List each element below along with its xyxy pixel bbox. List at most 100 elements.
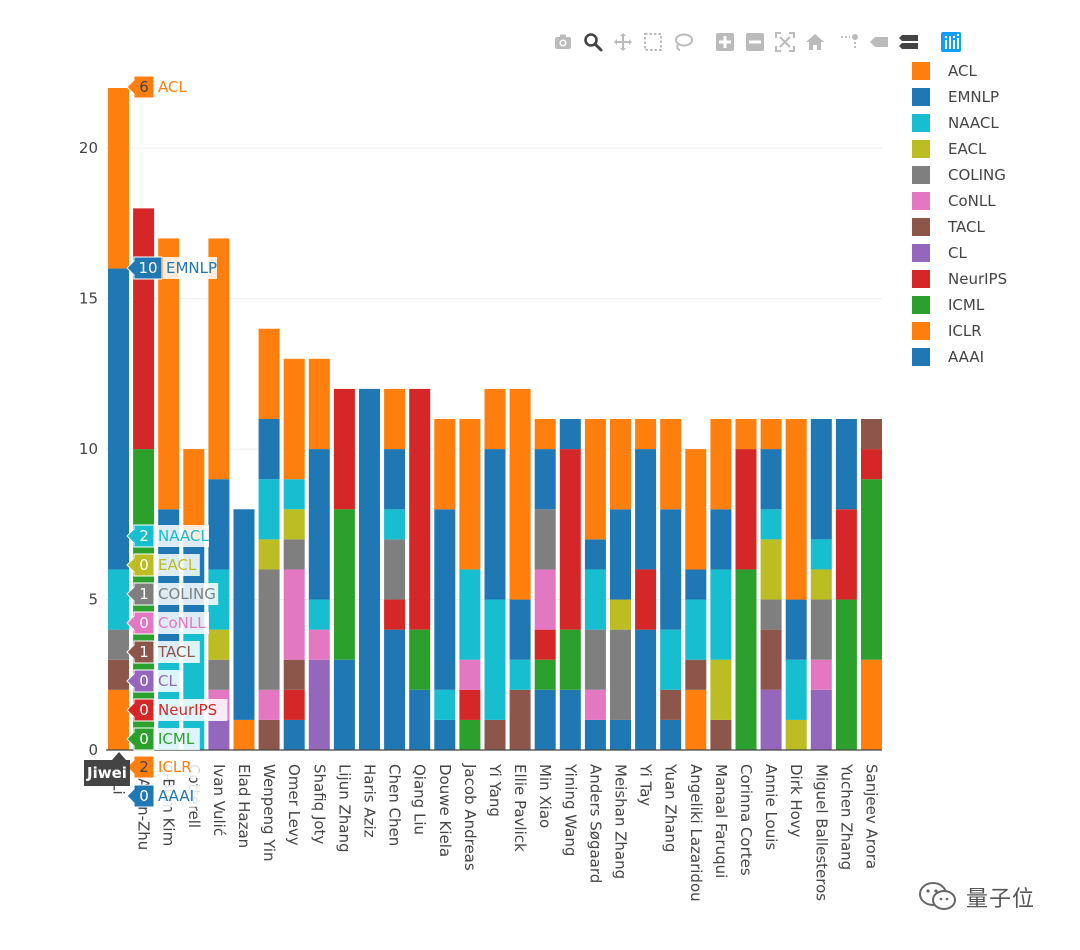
bar-segment-naacl[interactable]: Wenpeng Yin · NAACL: 2 — [258, 479, 280, 540]
bar-segment-neurips[interactable]: Jacob Andreas · NeurIPS: 1 — [459, 689, 481, 720]
bar-segment-acl[interactable]: Min Xiao · ACL: 1 — [534, 419, 556, 450]
bar-segment-acl[interactable]: Chen Chen · ACL: 2 — [384, 388, 406, 450]
legend-item-emnlp[interactable]: EMNLP — [912, 84, 1007, 110]
zoom-out-icon[interactable] — [742, 29, 768, 55]
bar-stack[interactable]: Yining Wang · AAAI: 2Yining Wang · ICML:… — [559, 419, 581, 750]
bar-stack[interactable]: Elad Hazan · ICLR: 1Elad Hazan · EMNLP: … — [233, 509, 255, 750]
camera-icon[interactable] — [550, 29, 576, 55]
bar-segment-naacl[interactable]: Annie Louis · NAACL: 1 — [760, 509, 782, 540]
bar-segment-acl[interactable]: Jacob Andreas · ACL: 5 — [459, 419, 481, 570]
pan-icon[interactable] — [610, 29, 636, 55]
bar-segment-coling[interactable]: Annie Louis · COLING: 1 — [760, 599, 782, 630]
bar-segment-tacl[interactable]: Annie Louis · TACL: 2 — [760, 629, 782, 690]
bar-segment-naacl[interactable]: Yi Yang · NAACL: 4 — [484, 599, 506, 720]
bar-segment-neurips[interactable]: Qiang Liu · NeurIPS: 8 — [409, 388, 431, 630]
bar-segment-tacl[interactable]: Manaal Faruqui · TACL: 1 — [710, 719, 732, 750]
bar-segment-eacl[interactable]: Ivan Vulić · EACL: 1 — [208, 629, 230, 660]
bar-stack[interactable]: Chen Chen · AAAI: 4Chen Chen · NeurIPS: … — [384, 388, 406, 750]
zoom-in-icon[interactable] — [712, 29, 738, 55]
bar-segment-neurips[interactable]: Chen Chen · NeurIPS: 1 — [384, 599, 406, 630]
bar-segment-acl[interactable]: Yi Yang · ACL: 2 — [484, 388, 506, 450]
bar-stack[interactable]: Angeliki Lazaridou · ICLR: 2Angeliki Laz… — [685, 449, 707, 750]
bar-stack[interactable]: Zeyuan Allen-Zhu · ICML: 10Zeyuan Allen-… — [133, 208, 155, 750]
bar-segment-emnlp[interactable]: Ellie Pavlick · EMNLP: 2 — [509, 599, 531, 660]
bar-segment-tacl[interactable]: Ellie Pavlick · TACL: 2 — [509, 689, 531, 750]
bar-segment-aaai[interactable]: Douwe Kiela · AAAI: 1 — [434, 719, 456, 750]
bar-segment-coling[interactable]: Omer Levy · COLING: 1 — [283, 539, 305, 570]
reset-axes-icon[interactable] — [802, 29, 828, 55]
bar-segment-cl[interactable]: Annie Louis · CL: 2 — [760, 689, 782, 750]
bar-segment-acl[interactable]: Angeliki Lazaridou · ACL: 4 — [685, 449, 707, 570]
legend-item-naacl[interactable]: NAACL — [912, 110, 1007, 136]
bar-segment-aaai[interactable]: Anders Søgaard · AAAI: 1 — [584, 719, 606, 750]
bar-segment-emnlp[interactable]: Chen Chen · EMNLP: 2 — [384, 449, 406, 510]
bar-stack[interactable]: Haris Aziz · AAAI: 12 — [359, 388, 380, 750]
bar-stack[interactable]: Jiwei Li · ICLR: 2Jiwei Li · TACL: 1Jiwe… — [108, 88, 129, 750]
bar-stack[interactable]: Ellie Pavlick · TACL: 2Ellie Pavlick · N… — [509, 388, 531, 750]
bar-segment-acl[interactable]: Wenpeng Yin · ACL: 3 — [258, 328, 280, 419]
bar-segment-emnlp[interactable]: Min Xiao · EMNLP: 2 — [534, 449, 556, 510]
bar-segment-conll[interactable]: Wenpeng Yin · CoNLL: 1 — [258, 689, 280, 720]
bar-segment-icml[interactable]: Qiang Liu · ICML: 2 — [409, 629, 431, 690]
bar-segment-conll[interactable]: Miguel Ballesteros · CoNLL: 1 — [810, 659, 832, 690]
bar-segment-icml[interactable]: Yuchen Zhang · ICML: 5 — [835, 599, 857, 750]
bar-segment-neurips[interactable]: Yuchen Zhang · NeurIPS: 3 — [835, 509, 857, 600]
bar-segment-aaai[interactable]: Min Xiao · AAAI: 2 — [534, 689, 556, 750]
bar-stack[interactable]: Jacob Andreas · ICML: 1Jacob Andreas · N… — [459, 419, 481, 750]
bar-segment-emnlp[interactable]: Jiwei Li · EMNLP: 10 — [108, 268, 129, 570]
bar-segment-naacl[interactable]: Manaal Faruqui · NAACL: 3 — [710, 569, 732, 660]
bar-segment-neurips[interactable]: Corinna Cortes · NeurIPS: 4 — [735, 449, 757, 570]
bar-stack[interactable]: Omer Levy · AAAI: 1Omer Levy · NeurIPS: … — [283, 358, 305, 750]
bar-segment-acl[interactable]: Meishan Zhang · ACL: 3 — [610, 419, 631, 510]
bar-segment-tacl[interactable]: Sanjeev Arora · TACL: 1 — [861, 419, 882, 450]
bar-segment-iclr[interactable]: Sanjeev Arora · ICLR: 3 — [861, 659, 882, 750]
bar-segment-eacl[interactable]: Wenpeng Yin · EACL: 1 — [258, 539, 280, 570]
zoom-icon[interactable] — [580, 29, 606, 55]
plotly-logo-icon[interactable] — [938, 29, 964, 55]
autoscale-icon[interactable] — [772, 29, 798, 55]
toggle-spikelines-icon[interactable] — [836, 29, 862, 55]
bar-segment-acl[interactable]: Jiwei Li · ACL: 6 — [108, 88, 129, 269]
bar-segment-acl[interactable]: Corinna Cortes · ACL: 1 — [735, 419, 757, 450]
bar-stack[interactable]: Yuchen Zhang · ICML: 5Yuchen Zhang · Neu… — [835, 419, 857, 750]
bar-segment-emnlp[interactable]: Shafiq Joty · EMNLP: 5 — [308, 449, 330, 600]
bar-segment-naacl[interactable]: Jiwei Li · NAACL: 2 — [108, 569, 129, 630]
bar-segment-acl[interactable]: Dirk Hovy · ACL: 6 — [785, 419, 807, 600]
bar-segment-naacl[interactable]: Angeliki Lazaridou · NAACL: 2 — [685, 599, 707, 660]
bar-segment-acl[interactable]: Shafiq Joty · ACL: 3 — [308, 358, 330, 450]
bar-segment-eacl[interactable]: Meishan Zhang · EACL: 1 — [610, 599, 631, 630]
bar-segment-emnlp[interactable]: Elad Hazan · EMNLP: 7 — [233, 509, 255, 720]
bar-segment-iclr[interactable]: Angeliki Lazaridou · ICLR: 2 — [685, 689, 707, 750]
bar-segment-neurips[interactable]: Zeyuan Allen-Zhu · NeurIPS: 8 — [133, 208, 155, 450]
bar-segment-emnlp[interactable]: Dirk Hovy · EMNLP: 2 — [785, 599, 807, 660]
bar-segment-icml[interactable]: Lijun Zhang · ICML: 5 — [333, 509, 355, 660]
bar-segment-tacl[interactable]: Yi Yang · TACL: 1 — [484, 719, 506, 750]
bar-stack[interactable]: Yuan Zhang · AAAI: 1Yuan Zhang · TACL: 1… — [660, 419, 682, 750]
bar-segment-tacl[interactable]: Angeliki Lazaridou · TACL: 1 — [685, 659, 707, 690]
bar-segment-coling[interactable]: Min Xiao · COLING: 2 — [534, 509, 556, 570]
bar-segment-emnlp[interactable]: Yuan Zhang · EMNLP: 4 — [660, 509, 682, 630]
bar-segment-emnlp[interactable]: Angeliki Lazaridou · EMNLP: 1 — [685, 569, 707, 600]
bar-segment-coling[interactable]: Jiwei Li · COLING: 1 — [108, 629, 129, 660]
bar-segment-naacl[interactable]: Shafiq Joty · NAACL: 1 — [308, 599, 330, 630]
bar-segment-tacl[interactable]: Jiwei Li · TACL: 1 — [108, 659, 129, 690]
bar-segment-aaai[interactable]: Yining Wang · AAAI: 2 — [559, 689, 581, 750]
bar-segment-conll[interactable]: Omer Levy · CoNLL: 3 — [283, 569, 305, 660]
bar-stack[interactable]: Manaal Faruqui · TACL: 1 Manaal Faruqui ·… — [710, 419, 732, 750]
bar-segment-conll[interactable]: Min Xiao · CoNLL: 2 — [534, 569, 556, 630]
legend-item-iclr[interactable]: ICLR — [912, 318, 1007, 344]
bar-segment-emnlp[interactable]: Douwe Kiela · EMNLP: 6 — [434, 509, 456, 690]
bar-segment-emnlp[interactable]: Miguel Ballesteros · EMNLP: 4 — [810, 419, 832, 540]
bar-segment-aaai[interactable]: Omer Levy · AAAI: 1 — [283, 719, 305, 750]
legend-item-cl[interactable]: CL — [912, 240, 1007, 266]
bar-segment-iclr[interactable]: Jiwei Li · ICLR: 2 — [108, 689, 129, 750]
bar-segment-eacl[interactable]: Omer Levy · EACL: 1 — [283, 509, 305, 540]
bar-stack[interactable]: Sanjeev Arora · ICLR: 3Sanjeev Arora · I… — [861, 419, 882, 750]
bar-segment-aaai[interactable]: Haris Aziz · AAAI: 12 — [359, 388, 380, 750]
bar-segment-icml[interactable]: Min Xiao · ICML: 1 — [534, 659, 556, 690]
bar-segment-aaai[interactable]: Lijun Zhang · AAAI: 3 — [333, 659, 355, 750]
bar-stack[interactable]: Min Xiao · AAAI: 2Min Xiao · ICML: 1 Min … — [534, 419, 556, 750]
bar-segment-icml[interactable]: Jacob Andreas · ICML: 1 — [459, 719, 481, 750]
bar-segment-emnlp[interactable]: Wenpeng Yin · EMNLP: 2 — [258, 419, 280, 480]
